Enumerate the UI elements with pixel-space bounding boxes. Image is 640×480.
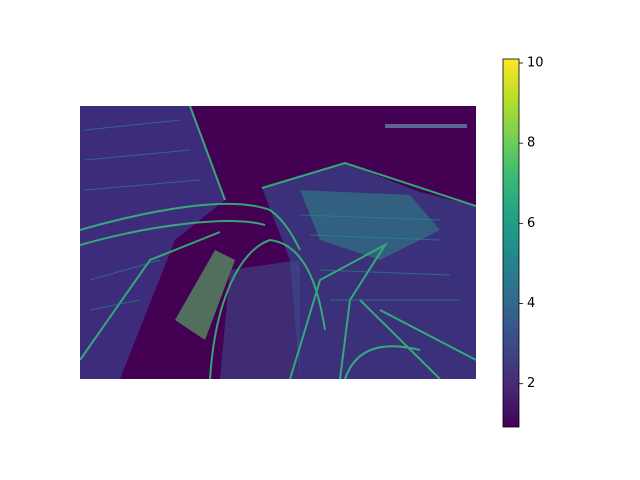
colorbar-tick-label: 6 xyxy=(527,216,535,231)
colorbar-tick-label: 10 xyxy=(527,56,544,71)
colorbar-tick-label: 4 xyxy=(527,296,535,311)
colorbar xyxy=(502,58,520,428)
image xyxy=(80,106,476,379)
colorbar-tick-label: 8 xyxy=(527,136,535,151)
colorbar-tick-label: 2 xyxy=(527,376,535,391)
